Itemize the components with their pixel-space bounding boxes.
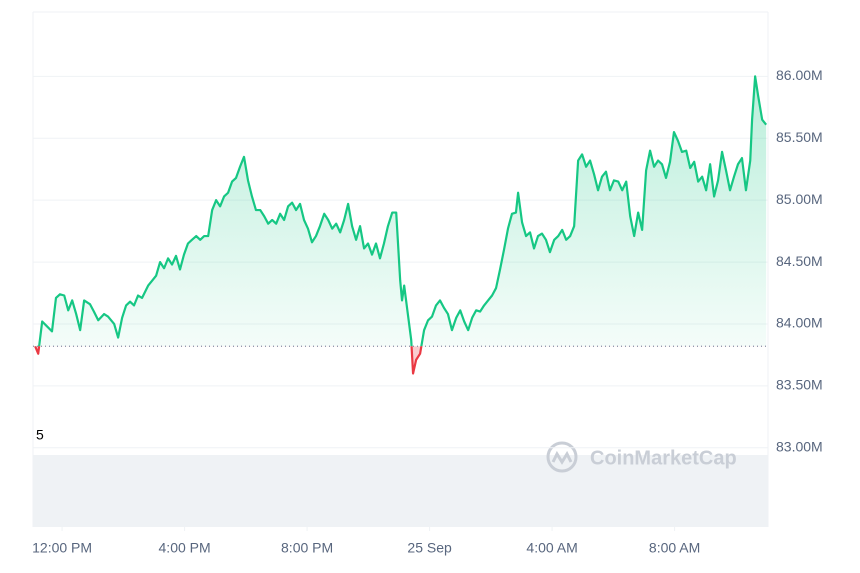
x-tick-label: 25 Sep bbox=[407, 540, 452, 556]
volume-area bbox=[33, 455, 768, 527]
line-up bbox=[35, 75, 768, 347]
watermark-logo bbox=[546, 441, 578, 473]
watermark: CoinMarketCap bbox=[590, 447, 737, 469]
volume-label: 5 bbox=[36, 427, 44, 443]
x-tick-label: 4:00 PM bbox=[159, 540, 211, 556]
y-tick-label: 86.00M bbox=[776, 67, 823, 83]
y-tick-label: 85.00M bbox=[776, 191, 823, 207]
y-tick-label: 83.00M bbox=[776, 438, 823, 454]
area-up bbox=[35, 76, 767, 347]
y-tick-label: 84.00M bbox=[776, 315, 823, 331]
x-tick-label: 12:00 PM bbox=[32, 540, 92, 556]
y-tick-label: 85.50M bbox=[776, 129, 823, 145]
y-tick-label: 83.50M bbox=[776, 377, 823, 393]
y-tick-label: 84.50M bbox=[776, 253, 823, 269]
x-tick-label: 8:00 PM bbox=[281, 540, 333, 556]
x-tick-label: 4:00 AM bbox=[526, 540, 577, 556]
x-tick-label: 8:00 AM bbox=[649, 540, 700, 556]
